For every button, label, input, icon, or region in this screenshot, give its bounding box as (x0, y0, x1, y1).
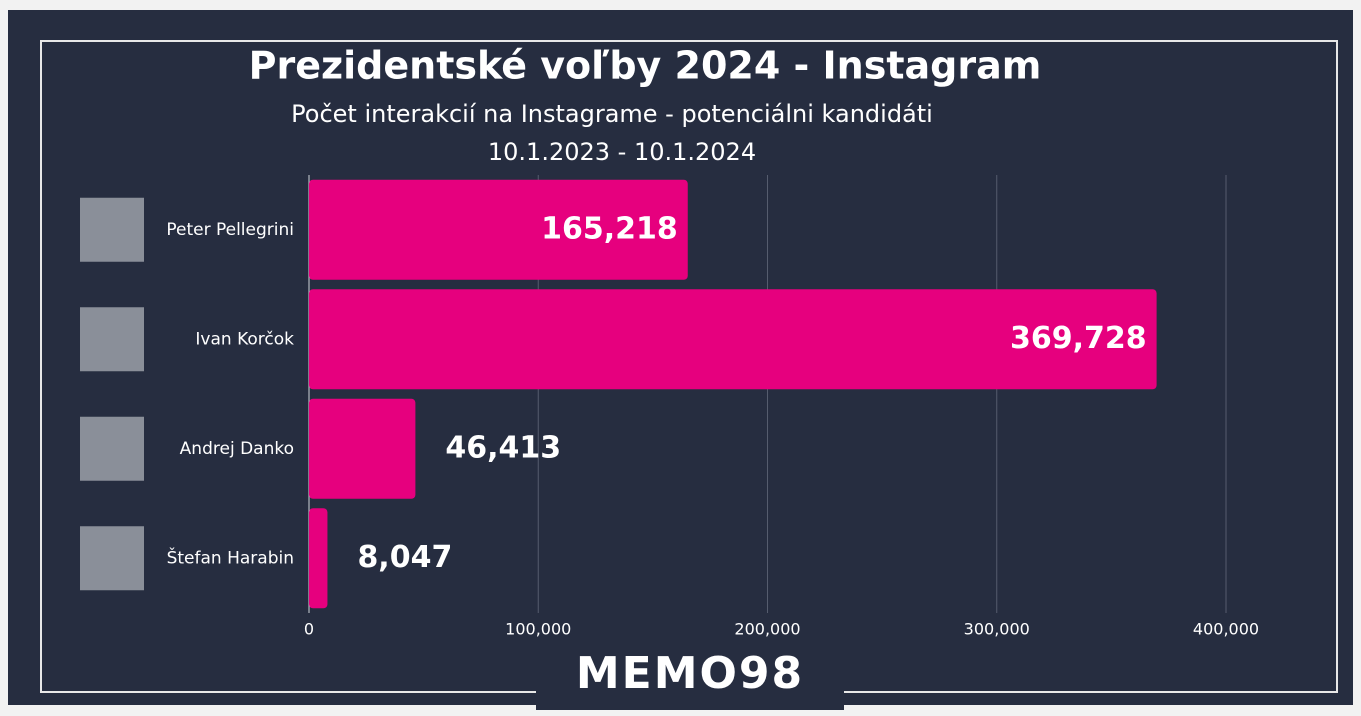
x-tick-label: 100,000 (505, 620, 571, 639)
x-tick-label: 200,000 (734, 620, 800, 639)
candidate-photo (80, 197, 144, 262)
x-tick-label: 0 (304, 620, 314, 639)
y-tick-label: Andrej Danko (180, 439, 294, 459)
bar (309, 508, 328, 609)
bar (309, 179, 688, 280)
chart-title: Prezidentské voľby 2024 - Instagram (249, 44, 1042, 88)
y-tick-label: Štefan Harabin (167, 546, 294, 568)
frame-gap (536, 680, 844, 710)
value-label: 369,728 (1010, 321, 1147, 356)
x-tick-label: 400,000 (1193, 620, 1259, 639)
logo: MEMO98 (576, 648, 804, 699)
value-label: 165,218 (541, 211, 678, 246)
chart-subtitle: Počet interakcií na Instagrame - potenci… (291, 100, 933, 128)
candidate-photo (80, 416, 144, 481)
bar (309, 398, 416, 499)
value-label: 46,413 (445, 430, 561, 465)
x-tick-label: 300,000 (964, 620, 1030, 639)
candidate-photo (80, 526, 144, 591)
candidate-photo (80, 307, 144, 372)
y-tick-label: Peter Pellegrini (166, 220, 294, 240)
value-label: 8,047 (357, 540, 452, 575)
bar (309, 289, 1157, 390)
date-range: 10.1.2023 - 10.1.2024 (488, 138, 756, 166)
y-tick-label: Ivan Korčok (195, 329, 294, 349)
